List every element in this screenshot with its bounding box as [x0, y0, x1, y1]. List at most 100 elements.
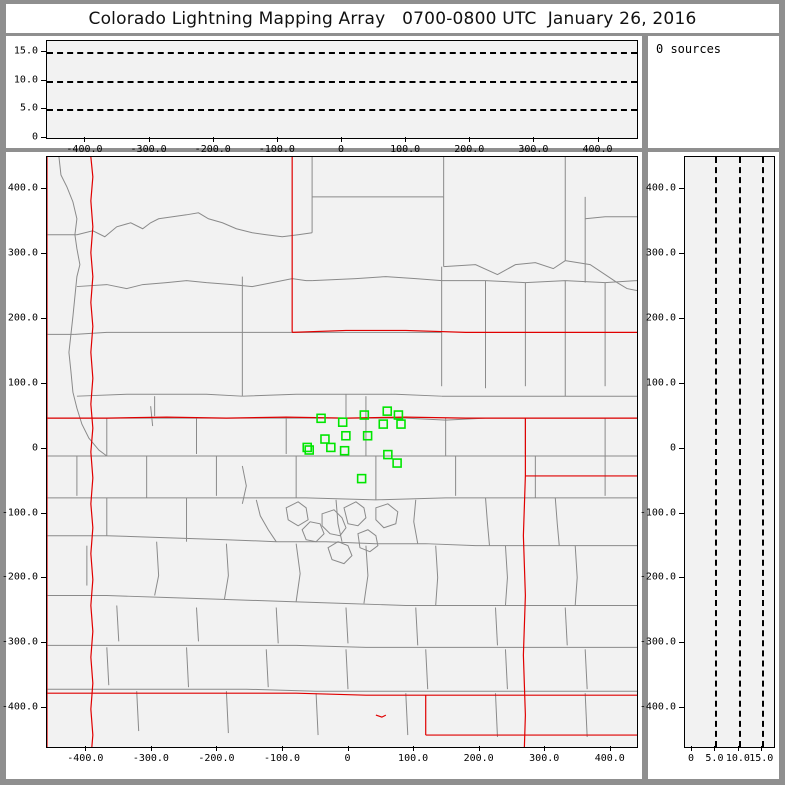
gridline-horizontal: [47, 52, 637, 55]
y-tick: [41, 137, 46, 138]
x-tick: [347, 746, 349, 751]
x-tick-label: 100.0: [390, 144, 421, 155]
y-tick: [679, 253, 684, 255]
gridline-horizontal: [47, 109, 637, 112]
x-tick: [533, 137, 535, 142]
source-marker: [320, 434, 330, 444]
x-tick: [212, 137, 214, 142]
x-tick-label: 200.0: [463, 753, 494, 764]
source-marker: [396, 419, 406, 429]
source-marker: [356, 473, 367, 484]
y-tick-label: 400.0: [7, 182, 38, 194]
x-tick-label: 400.0: [594, 753, 625, 764]
source-marker: [302, 442, 313, 453]
gridline-horizontal: [47, 80, 637, 83]
x-tick: [478, 746, 480, 751]
y-tick-label: -300.0: [1, 636, 38, 648]
x-tick: [341, 137, 342, 142]
y-tick: [679, 707, 684, 709]
y-tick: [41, 253, 46, 255]
y-tick-label: 0: [31, 131, 38, 143]
x-tick-label: -400.0: [66, 144, 103, 155]
y-tick-label: 0: [669, 442, 676, 454]
y-tick: [679, 188, 684, 190]
x-tick: [691, 746, 693, 751]
y-tick-label: -100.0: [1, 507, 38, 519]
x-tick-label: 300.0: [518, 144, 549, 155]
vhf-source-markers: [302, 406, 406, 484]
source-marker: [393, 410, 404, 420]
y-tick-label: -200.0: [1, 571, 38, 583]
y-tick-label: -400.0: [1, 701, 38, 713]
y-tick-label: 10.0: [13, 74, 38, 86]
y-tick-label: 100.0: [645, 377, 676, 389]
x-tick: [216, 746, 218, 751]
x-tick: [609, 746, 611, 751]
x-tick-label: -100.0: [263, 753, 301, 764]
x-tick-label: -200.0: [194, 144, 231, 155]
y-tick: [41, 108, 46, 110]
sources-count-panel: 0 sources: [648, 36, 779, 148]
x-tick-label: -400.0: [67, 753, 104, 764]
x-tick: [737, 746, 739, 751]
x-tick: [85, 746, 87, 751]
y-tick-label: 100.0: [7, 377, 38, 389]
x-tick: [405, 137, 407, 142]
page-title: Colorado Lightning Mapping Array 0700-08…: [88, 8, 697, 29]
x-tick-label: 400.0: [582, 144, 613, 155]
y-tick-label: -300.0: [639, 636, 676, 648]
source-marker: [359, 410, 370, 420]
x-tick-label: -200.0: [198, 753, 235, 764]
y-tick-label: -200.0: [639, 571, 676, 583]
x-tick-label: 5.0: [705, 753, 724, 764]
x-tick-label: 100.0: [398, 753, 429, 764]
y-tick: [679, 447, 684, 449]
state-boundaries: [47, 157, 637, 747]
y-tick: [41, 642, 46, 644]
y-tick-label: 200.0: [7, 312, 38, 324]
x-tick: [276, 137, 278, 142]
x-tick: [469, 137, 471, 142]
y-tick-label: 5.0: [19, 102, 38, 114]
y-tick: [41, 382, 46, 384]
x-tick: [413, 746, 415, 751]
time-height-plot-area[interactable]: [46, 40, 638, 139]
y-tick: [679, 642, 684, 644]
gridline-vertical: [762, 157, 765, 747]
y-tick-label: 300.0: [645, 247, 676, 259]
x-tick: [150, 746, 152, 751]
source-marker: [378, 419, 389, 429]
county-boundaries: [47, 157, 637, 747]
y-tick: [41, 707, 46, 709]
y-tick-label: -400.0: [639, 701, 676, 713]
y-tick: [679, 577, 684, 579]
y-tick: [41, 79, 46, 81]
x-tick-label: -300.0: [132, 753, 169, 764]
x-tick-label: 0: [688, 753, 695, 764]
x-tick: [761, 746, 763, 751]
y-tick-label: 200.0: [645, 312, 676, 324]
gridline-vertical: [715, 157, 718, 747]
y-tick-label: 400.0: [645, 182, 676, 194]
east-west-height-plot-area[interactable]: [684, 156, 775, 748]
source-marker: [304, 445, 314, 455]
x-tick-label: 200.0: [454, 144, 485, 155]
source-marker: [341, 430, 351, 441]
x-tick: [714, 746, 716, 751]
y-tick: [41, 577, 46, 579]
y-tick: [679, 382, 684, 384]
x-tick-label: 0: [337, 144, 345, 155]
y-tick: [41, 188, 46, 190]
x-tick-label: 15.0: [749, 753, 774, 764]
source-marker: [337, 417, 348, 427]
y-tick: [41, 51, 46, 53]
x-tick-label: -300.0: [130, 144, 167, 155]
y-tick-label: 15.0: [13, 45, 38, 57]
x-tick: [597, 137, 599, 142]
plan-view-panel: 400.0 300.0 200.0 100.0 0 -100.0 -200.0 -300.0 -…: [2, 152, 642, 779]
plan-view-plot-area[interactable]: [46, 156, 638, 748]
y-tick: [679, 512, 684, 514]
x-tick: [148, 137, 150, 142]
x-tick: [282, 746, 283, 751]
